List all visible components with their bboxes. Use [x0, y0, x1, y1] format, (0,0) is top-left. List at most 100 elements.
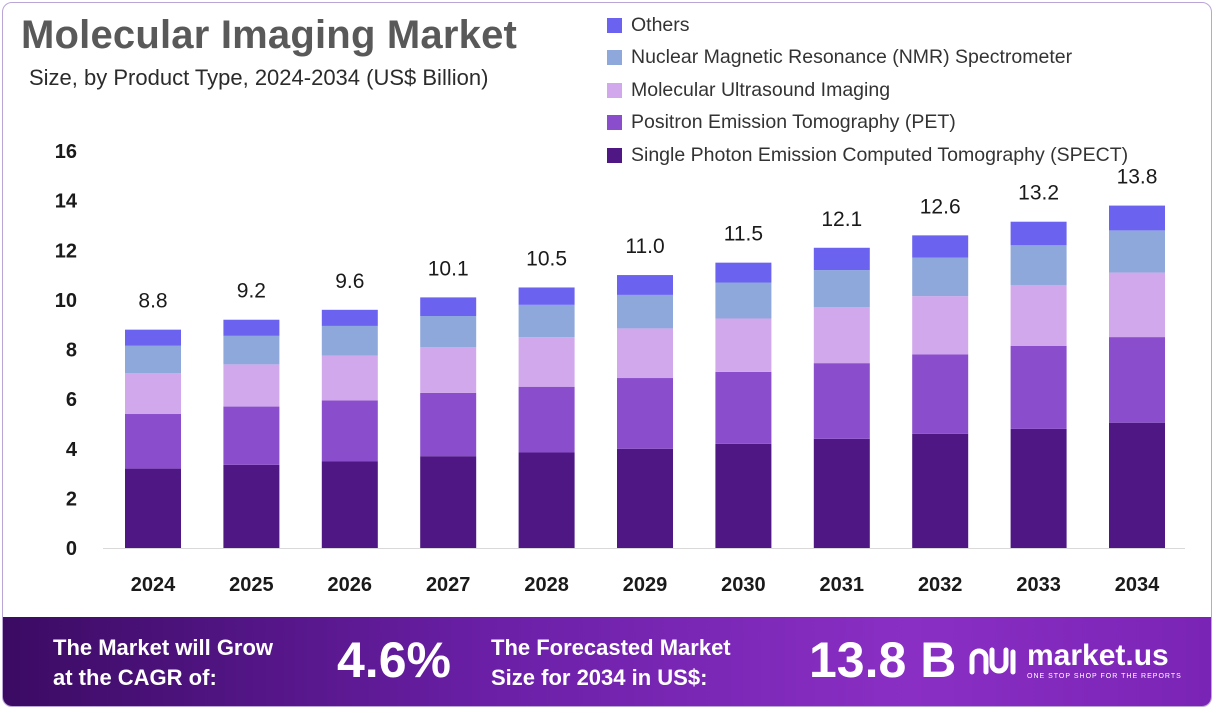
bar-2031-series-1	[813, 363, 870, 439]
legend-item-nmr: Nuclear Magnetic Resonance (NMR) Spectro…	[607, 42, 1128, 75]
total-label-2029: 11.0	[625, 235, 664, 258]
bar-2028-series-3	[518, 304, 575, 338]
bar-2025-series-0	[223, 464, 280, 548]
bar-2029-series-3	[617, 294, 673, 329]
market-us-logo-icon	[969, 647, 1016, 674]
bar-2025-series-3	[223, 335, 280, 365]
bar-2034-series-3	[1109, 230, 1165, 273]
bar-2033-series-0	[1010, 428, 1067, 548]
bar-2029-series-1	[617, 378, 673, 449]
bar-2031-series-3	[813, 270, 870, 308]
y-tick-label-2: 2	[66, 488, 77, 510]
y-tick-label-10: 10	[55, 290, 77, 312]
legend-label-spect: Single Photon Emission Computed Tomograp…	[631, 143, 1129, 166]
total-label-2033: 13.2	[1018, 182, 1059, 205]
market-us-logo-name: market.us	[1027, 639, 1169, 672]
y-tick-label-0: 0	[66, 538, 77, 560]
cagr-caption: The Market will Grow at the CAGR of:	[53, 633, 273, 693]
legend-label-ultrasound: Molecular Ultrasound Imaging	[631, 78, 891, 101]
cagr-caption-line2: at the CAGR of:	[53, 665, 217, 690]
total-label-2027: 10.1	[428, 257, 469, 280]
x-tick-label-2030: 2030	[721, 574, 766, 596]
bar-2032-series-0	[912, 433, 969, 548]
total-label-2024: 8.8	[138, 290, 167, 313]
bar-2025-series-4	[223, 319, 280, 336]
legend-swatch-pet	[607, 115, 622, 131]
x-tick-label-2032: 2032	[918, 574, 963, 596]
y-tick-label-16: 16	[55, 141, 77, 163]
bar-2026-series-1	[321, 400, 378, 462]
legend-label-pet: Positron Emission Tomography (PET)	[631, 111, 956, 134]
forecast-caption-line1: The Forecasted Market	[491, 635, 731, 660]
bar-2028-series-4	[518, 287, 575, 305]
bar-2032-series-4	[912, 235, 969, 258]
total-label-2026: 9.6	[335, 270, 364, 293]
legend-label-nmr: Nuclear Magnetic Resonance (NMR) Spectro…	[631, 46, 1073, 69]
bar-2024-series-0	[125, 468, 181, 548]
bar-2026-series-3	[321, 325, 378, 356]
bar-2024-series-4	[125, 329, 181, 346]
stacked-bar-chart: 0 2 4 6 8 10 12 14 16 8.8 2024 9.2 2025 9.6 2026 10.1 20…	[55, 141, 1185, 596]
bar-2027-series-4	[420, 297, 477, 317]
market-us-logo: market.us ONE STOP SHOP FOR THE REPORTS	[969, 641, 1182, 680]
bar-2025-series-2	[223, 364, 280, 407]
bar-2030-series-3	[715, 282, 772, 319]
bar-2034-series-1	[1109, 337, 1165, 423]
legend-swatch-spect	[607, 147, 622, 163]
bar-2032-series-3	[912, 257, 969, 297]
legend-item-pet: Positron Emission Tomography (PET)	[607, 107, 1128, 140]
bar-2024-series-3	[125, 345, 181, 374]
x-tick-label-2028: 2028	[524, 574, 569, 596]
bar-2033-series-4	[1010, 221, 1067, 246]
chart-title: Molecular Imaging Market	[21, 13, 518, 57]
y-tick-label-4: 4	[66, 439, 78, 461]
bar-2033-series-2	[1010, 284, 1067, 346]
bar-2030-series-1	[715, 371, 772, 444]
bar-2034-series-2	[1109, 272, 1165, 338]
bar-2030-series-0	[715, 443, 772, 548]
legend-item-spect: Single Photon Emission Computed Tomograp…	[607, 139, 1128, 172]
market-us-logo-tagline: ONE STOP SHOP FOR THE REPORTS	[1027, 673, 1182, 680]
bar-2026-series-0	[321, 461, 378, 548]
bar-2027-series-2	[420, 347, 477, 393]
total-label-2032: 12.6	[920, 195, 961, 218]
y-tick-label-8: 8	[66, 340, 77, 362]
x-tick-label-2026: 2026	[328, 574, 373, 596]
legend-item-others: Others	[607, 9, 1128, 42]
x-tick-label-2029: 2029	[623, 574, 668, 596]
bar-2031-series-0	[813, 438, 870, 548]
market-us-logo-text: market.us ONE STOP SHOP FOR THE REPORTS	[1027, 639, 1182, 681]
legend-label-others: Others	[631, 13, 690, 36]
x-tick-label-2025: 2025	[229, 574, 274, 596]
cagr-caption-line1: The Market will Grow	[53, 635, 274, 660]
forecast-caption-line2: Size for 2034 in US$:	[491, 665, 708, 690]
bar-2032-series-2	[912, 296, 969, 355]
total-label-2034: 13.8	[1117, 166, 1158, 189]
bar-2026-series-2	[321, 355, 378, 401]
bar-2033-series-1	[1010, 345, 1067, 429]
x-tick-label-2034: 2034	[1115, 574, 1160, 596]
bar-2029-series-2	[617, 328, 673, 379]
bar-2028-series-1	[518, 386, 575, 453]
legend-swatch-nmr	[607, 50, 622, 66]
x-tick-label-2024: 2024	[131, 574, 176, 596]
bar-2027-series-0	[420, 456, 477, 548]
legend-swatch-ultrasound	[607, 82, 622, 98]
x-tick-label-2027: 2027	[426, 574, 471, 596]
bar-2028-series-2	[518, 337, 575, 387]
bar-2027-series-3	[420, 316, 477, 348]
bar-2029-series-4	[617, 275, 673, 295]
bar-2031-series-2	[813, 307, 870, 364]
bar-2026-series-4	[321, 309, 378, 326]
cagr-value: 4.6%	[337, 632, 451, 688]
bar-2027-series-1	[420, 392, 477, 457]
bar-2030-series-4	[715, 262, 772, 283]
y-tick-label-6: 6	[66, 389, 77, 411]
total-label-2031: 12.1	[821, 208, 862, 231]
total-label-2030: 11.5	[724, 223, 763, 246]
forecast-value: 13.8 B	[809, 632, 957, 688]
chart-subtitle: Size, by Product Type, 2024-2034 (US$ Bi…	[29, 65, 489, 90]
total-label-2028: 10.5	[526, 247, 567, 270]
bar-2029-series-0	[617, 448, 673, 548]
total-label-2025: 9.2	[237, 280, 266, 303]
